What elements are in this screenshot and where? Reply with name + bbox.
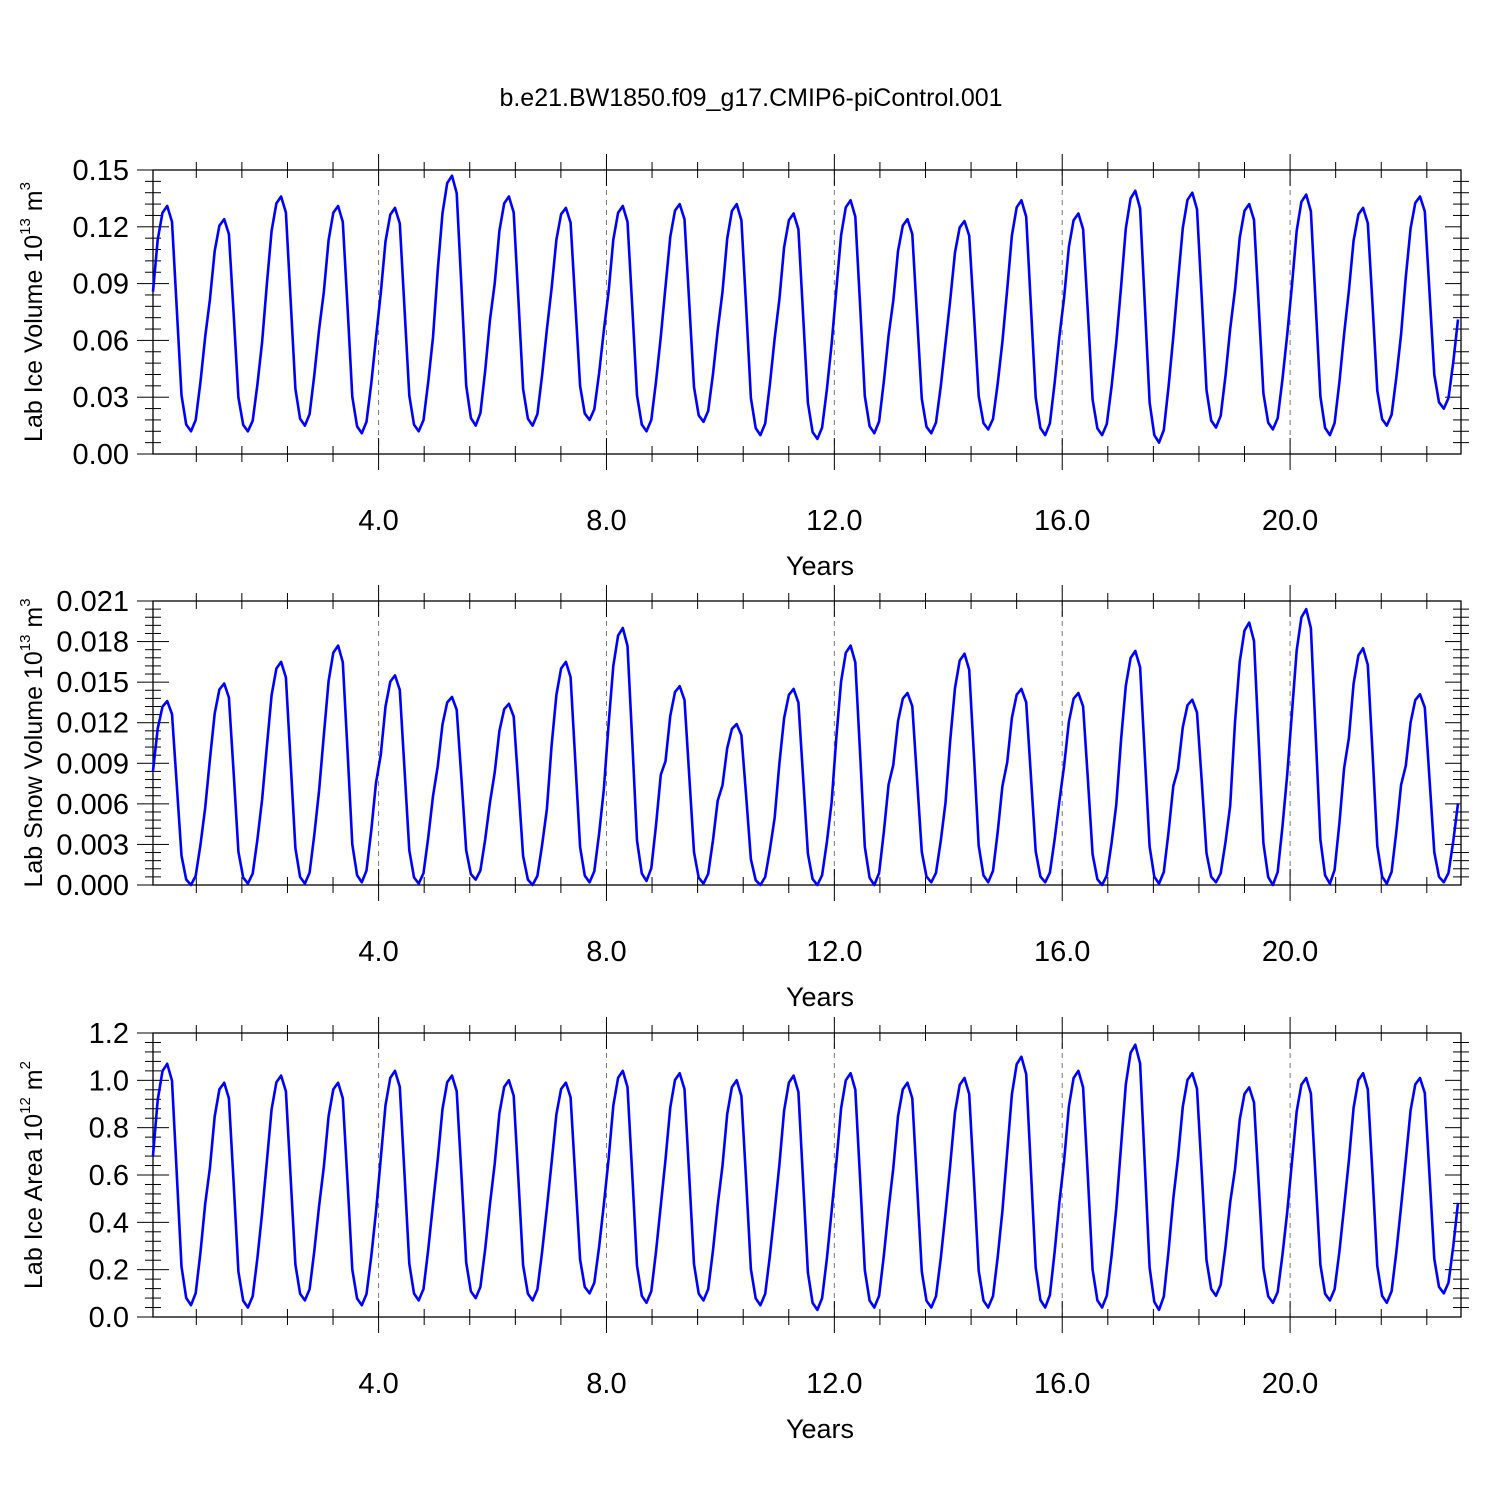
x-tick-label: 12.0	[806, 936, 862, 968]
x-tick-label: 12.0	[806, 1368, 862, 1400]
y-tick-label: 0.015	[56, 667, 129, 699]
y-tick-label: 0.021	[56, 586, 129, 618]
x-tick-label: 8.0	[586, 936, 626, 968]
y-axis-label: Lab Snow Volume 1013 m3	[17, 598, 48, 887]
figure-title: b.e21.BW1850.f09_g17.CMIP6-piControl.001	[499, 84, 1002, 112]
x-tick-label: 4.0	[358, 1368, 398, 1400]
y-tick-label: 0.6	[89, 1160, 129, 1192]
y-tick-label: 0.003	[56, 829, 129, 861]
plot-frame	[152, 169, 1462, 455]
x-tick-label: 4.0	[358, 936, 398, 968]
x-tick-label: 4.0	[358, 505, 398, 537]
x-tick-label: 20.0	[1262, 505, 1318, 537]
y-tick-label: 0.2	[89, 1255, 129, 1287]
x-axis-label: Years	[786, 551, 854, 581]
x-tick-label: 20.0	[1262, 1368, 1318, 1400]
x-axis-label: Years	[786, 982, 854, 1012]
y-tick-label: 0.4	[89, 1207, 129, 1239]
y-tick-label: 0.06	[73, 325, 129, 357]
y-axis-label: Lab Ice Area 1012 m2	[17, 1061, 48, 1289]
panel-ice-area: 4.0 8.0 12.0 16.0 20.0 0.0 0.2 0.4 0.6 0.8 1.0 1.2 Y…	[17, 1017, 1469, 1444]
y-tick-label: 0.15	[73, 155, 129, 187]
y-tick-label: 0.03	[73, 382, 129, 414]
series-line-ice-area	[151, 1043, 1460, 1312]
x-axis-label: Years	[786, 1414, 854, 1444]
y-tick-label: 0.8	[89, 1113, 129, 1145]
panel-snow-volume: 4.0 8.0 12.0 16.0 20.0 0.000 0.003 0.006 0.009 0.…	[17, 585, 1469, 1012]
y-tick-label: 0.00	[73, 439, 129, 471]
x-tick-label: 16.0	[1034, 1368, 1090, 1400]
y-tick-label: 1.0	[89, 1065, 129, 1097]
y-tick-label: 0.0	[89, 1302, 129, 1334]
x-tick-label: 16.0	[1034, 505, 1090, 537]
series-line-snow-volume	[151, 607, 1460, 887]
y-tick-label: 0.12	[73, 212, 129, 244]
y-tick-label: 0.000	[56, 870, 129, 902]
x-tick-label: 12.0	[806, 505, 862, 537]
x-tick-label: 20.0	[1262, 936, 1318, 968]
y-tick-label: 0.006	[56, 789, 129, 821]
y-tick-label: 0.012	[56, 708, 129, 740]
y-tick-label: 0.09	[73, 269, 129, 301]
x-tick-label: 16.0	[1034, 936, 1090, 968]
y-tick-label: 1.2	[89, 1018, 129, 1050]
y-tick-label: 0.018	[56, 627, 129, 659]
x-tick-label: 8.0	[586, 1368, 626, 1400]
y-axis-label: Lab Ice Volume 1013 m3	[17, 182, 48, 442]
series-line-ice-volume	[151, 174, 1460, 444]
y-tick-label: 0.009	[56, 748, 129, 780]
plot-frame	[152, 600, 1462, 886]
x-tick-label: 8.0	[586, 505, 626, 537]
panel-ice-volume: 4.0 8.0 12.0 16.0 20.0 0.00 0.03 0.06 0.09 0.12 0.…	[17, 154, 1469, 581]
